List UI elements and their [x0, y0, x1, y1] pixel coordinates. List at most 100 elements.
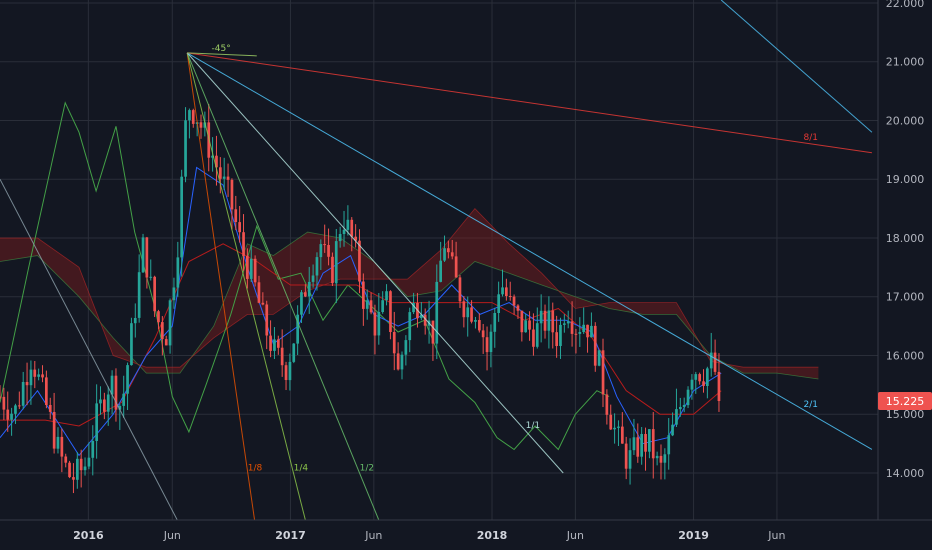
gann-fan-line[interactable] [186, 52, 306, 521]
candle[interactable] [164, 335, 168, 346]
candle[interactable] [524, 313, 527, 333]
candle[interactable] [613, 413, 616, 444]
candle[interactable] [188, 108, 191, 139]
candle[interactable] [574, 328, 578, 354]
candle[interactable] [257, 275, 261, 304]
candle[interactable] [690, 374, 694, 400]
candle[interactable] [373, 304, 377, 355]
candle[interactable] [226, 163, 230, 197]
candle[interactable] [404, 335, 408, 366]
candle[interactable] [632, 418, 636, 455]
candle[interactable] [273, 327, 276, 360]
candle[interactable] [292, 343, 296, 364]
candle[interactable] [311, 264, 315, 288]
candle[interactable] [671, 412, 674, 437]
candle[interactable] [450, 240, 454, 260]
candle[interactable] [83, 457, 87, 476]
candle[interactable] [296, 305, 299, 355]
candle[interactable] [624, 436, 628, 480]
candle[interactable] [396, 342, 400, 371]
candle[interactable] [172, 277, 176, 309]
candle[interactable] [103, 392, 106, 420]
candle[interactable] [505, 278, 508, 301]
candle[interactable] [709, 332, 713, 377]
candle[interactable] [10, 407, 13, 436]
candle[interactable] [327, 228, 330, 266]
candle[interactable] [605, 389, 609, 425]
candle[interactable] [369, 292, 373, 315]
trendline[interactable] [720, 0, 873, 133]
candle[interactable] [474, 316, 477, 329]
candle[interactable] [559, 317, 562, 359]
candle[interactable] [679, 397, 682, 417]
candle[interactable] [713, 339, 717, 375]
candle[interactable] [423, 308, 427, 335]
candle[interactable] [539, 294, 543, 343]
candle[interactable] [0, 385, 2, 400]
candle[interactable] [180, 169, 183, 277]
candle[interactable] [41, 365, 44, 383]
candle[interactable] [157, 309, 160, 330]
candle[interactable] [408, 307, 412, 353]
candle[interactable] [191, 108, 195, 128]
candle[interactable] [242, 214, 245, 271]
candle[interactable] [389, 290, 392, 340]
candle[interactable] [29, 360, 33, 405]
candle[interactable] [702, 369, 705, 393]
candle[interactable] [95, 384, 98, 459]
candle[interactable] [18, 391, 21, 409]
candlesticks[interactable] [0, 103, 721, 494]
gann-fan-line[interactable] [186, 52, 564, 474]
candle[interactable] [21, 371, 25, 410]
candle[interactable] [334, 228, 338, 304]
candle[interactable] [593, 322, 597, 372]
candle[interactable] [56, 427, 60, 454]
candle[interactable] [555, 315, 558, 358]
trendline[interactable] [0, 178, 178, 521]
candle[interactable] [478, 313, 481, 333]
time-axis[interactable]: 2016 Jun 2017 Jun 2018 Jun 2019 Jun [73, 529, 785, 542]
candle[interactable] [145, 236, 149, 289]
candle[interactable] [161, 316, 164, 356]
candle[interactable] [199, 114, 203, 139]
candle[interactable] [609, 404, 613, 430]
candle[interactable] [563, 314, 566, 333]
candle[interactable] [110, 370, 114, 415]
candle[interactable] [636, 423, 640, 463]
candle[interactable] [621, 412, 624, 444]
candle[interactable] [323, 224, 326, 253]
candle[interactable] [48, 397, 52, 420]
candle[interactable] [706, 366, 709, 399]
candle[interactable] [249, 245, 253, 283]
candle[interactable] [551, 302, 555, 349]
candle[interactable] [686, 386, 690, 409]
candle[interactable] [675, 388, 678, 428]
gann-fan-line[interactable] [187, 52, 257, 57]
candle[interactable] [481, 323, 485, 354]
candle[interactable] [234, 195, 238, 231]
candle[interactable] [76, 452, 79, 489]
candle[interactable] [87, 442, 91, 470]
candle[interactable] [307, 266, 311, 314]
candle[interactable] [2, 387, 6, 421]
candle[interactable] [79, 449, 83, 488]
candle[interactable] [280, 329, 284, 377]
candle[interactable] [215, 135, 218, 186]
candle[interactable] [288, 353, 292, 391]
candle[interactable] [532, 313, 535, 356]
candle[interactable] [597, 350, 601, 367]
candle[interactable] [586, 324, 589, 353]
candle[interactable] [516, 304, 520, 319]
candle[interactable] [141, 233, 145, 274]
candle[interactable] [392, 311, 396, 371]
candle[interactable] [342, 210, 346, 247]
gann-fan-line[interactable] [187, 52, 872, 154]
candle[interactable] [64, 453, 68, 468]
candle[interactable] [454, 241, 458, 278]
candle[interactable] [648, 429, 651, 459]
candle[interactable] [168, 298, 172, 354]
candle[interactable] [659, 444, 663, 480]
candle[interactable] [547, 296, 551, 349]
candle[interactable] [400, 351, 404, 380]
candle[interactable] [277, 335, 280, 355]
